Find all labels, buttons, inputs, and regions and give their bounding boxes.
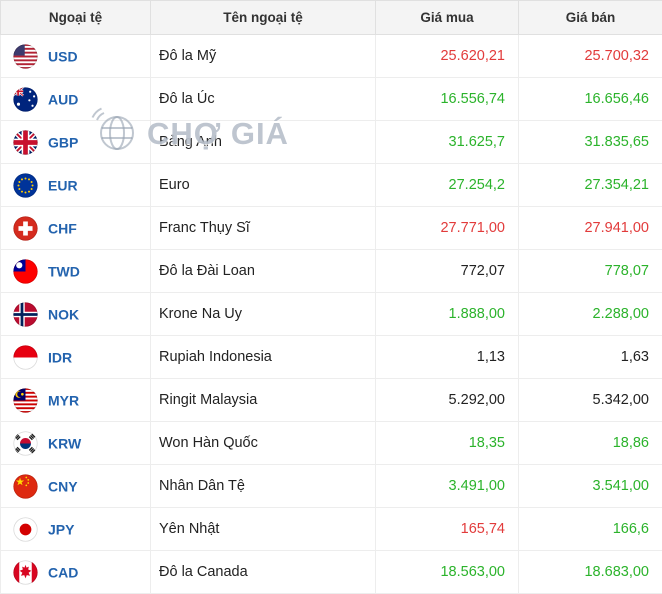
table-body: USD Đô la Mỹ 25.620,21 25.700,32 AUD Đô … bbox=[1, 35, 662, 594]
currency-code-link[interactable]: MYR bbox=[48, 392, 79, 408]
sell-price: 3.541,00 bbox=[519, 465, 662, 508]
buy-price: 27.771,00 bbox=[376, 207, 519, 250]
header-buy-price: Giá mua bbox=[376, 1, 519, 35]
currency-code-link[interactable]: USD bbox=[48, 48, 78, 64]
sell-price: 25.700,32 bbox=[519, 35, 662, 78]
eur-flag-icon bbox=[13, 173, 38, 198]
cad-flag-icon bbox=[13, 560, 38, 585]
buy-price: 18,35 bbox=[376, 422, 519, 465]
table-row[interactable]: NOK Krone Na Uy 1.888,00 2.288,00 bbox=[1, 293, 662, 336]
gbp-flag-icon bbox=[13, 130, 38, 155]
currency-code-link[interactable]: CHF bbox=[48, 220, 77, 236]
sell-price: 2.288,00 bbox=[519, 293, 662, 336]
sell-price: 778,07 bbox=[519, 250, 662, 293]
buy-price: 3.491,00 bbox=[376, 465, 519, 508]
buy-price: 5.292,00 bbox=[376, 379, 519, 422]
currency-name: Ringit Malaysia bbox=[151, 379, 376, 422]
sell-price: 18,86 bbox=[519, 422, 662, 465]
buy-price: 31.625,7 bbox=[376, 121, 519, 164]
table-row[interactable]: TWD Đô la Đài Loan 772,07 778,07 bbox=[1, 250, 662, 293]
jpy-flag-icon bbox=[13, 517, 38, 542]
currency-name: Euro bbox=[151, 164, 376, 207]
sell-price: 166,6 bbox=[519, 508, 662, 551]
currency-code-link[interactable]: AUD bbox=[48, 91, 78, 107]
currency-name: Nhân Dân Tệ bbox=[151, 465, 376, 508]
sell-price: 1,63 bbox=[519, 336, 662, 379]
table-row[interactable]: JPY Yên Nhật 165,74 166,6 bbox=[1, 508, 662, 551]
chf-flag-icon bbox=[13, 216, 38, 241]
table-row[interactable]: EUR Euro 27.254,2 27.354,21 bbox=[1, 164, 662, 207]
aud-flag-icon bbox=[13, 87, 38, 112]
currency-code-link[interactable]: IDR bbox=[48, 349, 72, 365]
table-row[interactable]: IDR Rupiah Indonesia 1,13 1,63 bbox=[1, 336, 662, 379]
sell-price: 27.354,21 bbox=[519, 164, 662, 207]
buy-price: 1,13 bbox=[376, 336, 519, 379]
table-row[interactable]: AUD Đô la Úc 16.556,74 16.656,46 bbox=[1, 78, 662, 121]
myr-flag-icon bbox=[13, 388, 38, 413]
buy-price: 25.620,21 bbox=[376, 35, 519, 78]
currency-code-link[interactable]: GBP bbox=[48, 134, 78, 150]
table-row[interactable]: KRW Won Hàn Quốc 18,35 18,86 bbox=[1, 422, 662, 465]
sell-price: 31.835,65 bbox=[519, 121, 662, 164]
cny-flag-icon bbox=[13, 474, 38, 499]
nok-flag-icon bbox=[13, 302, 38, 327]
buy-price: 27.254,2 bbox=[376, 164, 519, 207]
currency-name: Krone Na Uy bbox=[151, 293, 376, 336]
currency-name: Won Hàn Quốc bbox=[151, 422, 376, 465]
currency-code-link[interactable]: JPY bbox=[48, 521, 74, 537]
currency-name: Bảng Anh bbox=[151, 121, 376, 164]
currency-name: Rupiah Indonesia bbox=[151, 336, 376, 379]
currency-name: Đô la Đài Loan bbox=[151, 250, 376, 293]
buy-price: 16.556,74 bbox=[376, 78, 519, 121]
header-sell-price: Giá bán bbox=[519, 1, 662, 35]
header-currency: Ngoại tệ bbox=[1, 1, 151, 35]
table-header-row: Ngoại tệ Tên ngoại tệ Giá mua Giá bán bbox=[1, 1, 662, 35]
sell-price: 5.342,00 bbox=[519, 379, 662, 422]
currency-code-link[interactable]: TWD bbox=[48, 263, 80, 279]
table-row[interactable]: CHF Franc Thụy Sĩ 27.771,00 27.941,00 bbox=[1, 207, 662, 250]
krw-flag-icon bbox=[13, 431, 38, 456]
sell-price: 18.683,00 bbox=[519, 551, 662, 594]
table-row[interactable]: CAD Đô la Canada 18.563,00 18.683,00 bbox=[1, 551, 662, 594]
currency-code-link[interactable]: CAD bbox=[48, 564, 78, 580]
idr-flag-icon bbox=[13, 345, 38, 370]
table-row[interactable]: USD Đô la Mỹ 25.620,21 25.700,32 bbox=[1, 35, 662, 78]
currency-code-link[interactable]: NOK bbox=[48, 306, 79, 322]
currency-name: Franc Thụy Sĩ bbox=[151, 207, 376, 250]
currency-code-link[interactable]: CNY bbox=[48, 478, 78, 494]
currency-name: Đô la Mỹ bbox=[151, 35, 376, 78]
table-row[interactable]: GBP Bảng Anh 31.625,7 31.835,65 bbox=[1, 121, 662, 164]
currency-name: Đô la Canada bbox=[151, 551, 376, 594]
buy-price: 165,74 bbox=[376, 508, 519, 551]
sell-price: 16.656,46 bbox=[519, 78, 662, 121]
currency-code-link[interactable]: EUR bbox=[48, 177, 78, 193]
buy-price: 1.888,00 bbox=[376, 293, 519, 336]
sell-price: 27.941,00 bbox=[519, 207, 662, 250]
currency-code-link[interactable]: KRW bbox=[48, 435, 81, 451]
header-currency-name: Tên ngoại tệ bbox=[151, 1, 376, 35]
currency-name: Đô la Úc bbox=[151, 78, 376, 121]
twd-flag-icon bbox=[13, 259, 38, 284]
currency-name: Yên Nhật bbox=[151, 508, 376, 551]
buy-price: 18.563,00 bbox=[376, 551, 519, 594]
table-row[interactable]: MYR Ringit Malaysia 5.292,00 5.342,00 bbox=[1, 379, 662, 422]
usd-flag-icon bbox=[13, 44, 38, 69]
table-row[interactable]: CNY Nhân Dân Tệ 3.491,00 3.541,00 bbox=[1, 465, 662, 508]
buy-price: 772,07 bbox=[376, 250, 519, 293]
